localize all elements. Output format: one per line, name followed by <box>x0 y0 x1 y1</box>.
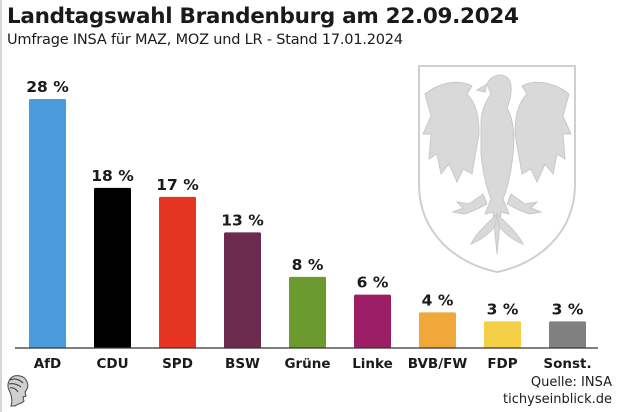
chart-subtitle: Umfrage INSA für MAZ, MOZ und LR - Stand… <box>7 32 403 48</box>
value-label: 3 % <box>552 300 584 318</box>
bar-spd <box>159 196 196 348</box>
category-label: BVB/FW <box>408 356 468 372</box>
value-label: 4 % <box>422 291 454 309</box>
bar-cdu <box>94 187 131 348</box>
site-link[interactable]: tichyseinblick.de <box>503 392 612 407</box>
value-label: 3 % <box>487 300 519 318</box>
value-label: 6 % <box>357 274 389 292</box>
category-label: BSW <box>225 356 260 372</box>
category-label: FDP <box>487 356 517 372</box>
category-label: Grüne <box>284 356 330 372</box>
bar-bsw <box>224 232 261 348</box>
bar-sonst- <box>549 321 586 348</box>
chart-title: Landtagswahl Brandenburg am 22.09.2024 <box>7 4 519 29</box>
category-label: CDU <box>96 356 128 372</box>
hermes-head-logo-icon <box>7 375 29 407</box>
category-label: AfD <box>34 356 62 372</box>
category-label: SPD <box>162 356 193 372</box>
bar-bvb-fw <box>419 312 456 348</box>
value-label: 28 % <box>26 78 69 96</box>
value-label: 13 % <box>221 211 264 229</box>
bar-gr-ne <box>289 276 326 348</box>
value-label: 18 % <box>91 167 134 185</box>
value-label: 17 % <box>156 176 199 194</box>
bar-linke <box>354 294 391 348</box>
bar-fdp <box>484 321 521 348</box>
source-note: Quelle: INSA tichyseinblick.de <box>503 374 612 408</box>
source-label: Quelle: INSA <box>530 375 612 390</box>
frame-border <box>0 0 2 412</box>
value-label: 8 % <box>292 256 324 274</box>
category-label: Linke <box>352 356 393 372</box>
category-label: Sonst. <box>543 356 591 372</box>
brandenburg-crest-icon <box>418 65 576 274</box>
bar-afd <box>29 99 66 348</box>
